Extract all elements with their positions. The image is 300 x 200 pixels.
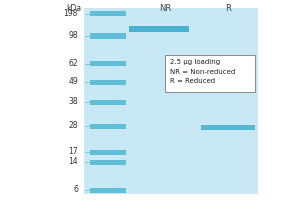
Bar xyxy=(90,188,126,192)
Text: R: R xyxy=(225,4,231,13)
FancyBboxPatch shape xyxy=(165,55,255,92)
Bar xyxy=(90,79,126,84)
Text: NR: NR xyxy=(159,4,171,13)
Text: 38: 38 xyxy=(68,98,78,106)
Bar xyxy=(90,150,126,154)
Bar xyxy=(129,26,189,32)
Bar xyxy=(90,160,126,164)
Text: 17: 17 xyxy=(68,148,78,156)
Bar xyxy=(84,8,258,194)
Bar xyxy=(90,99,126,104)
Text: kDa: kDa xyxy=(66,4,81,13)
Text: 198: 198 xyxy=(64,9,78,19)
Text: 14: 14 xyxy=(68,158,78,166)
Bar xyxy=(201,124,255,130)
Text: 6: 6 xyxy=(73,186,78,194)
Bar xyxy=(90,123,126,129)
Text: 98: 98 xyxy=(68,31,78,40)
Bar xyxy=(90,61,126,66)
Text: 2.5 μg loading
NR = Non-reduced
R = Reduced: 2.5 μg loading NR = Non-reduced R = Redu… xyxy=(170,59,236,84)
Bar xyxy=(201,78,255,84)
Text: 49: 49 xyxy=(68,77,78,86)
Text: 62: 62 xyxy=(68,60,78,68)
Bar xyxy=(90,33,126,38)
Text: 28: 28 xyxy=(68,121,78,130)
Bar xyxy=(90,11,126,16)
